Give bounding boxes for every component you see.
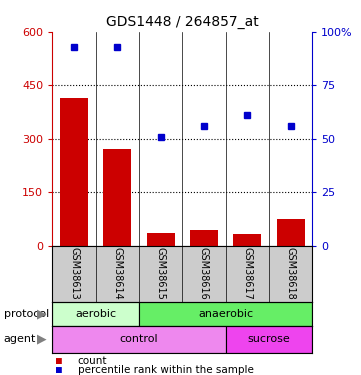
Text: GSM38616: GSM38616: [199, 248, 209, 300]
Text: ▶: ▶: [37, 333, 46, 346]
Bar: [233, 234, 261, 246]
Text: protocol: protocol: [4, 309, 49, 319]
Bar: [277, 219, 305, 246]
Text: control: control: [120, 334, 158, 344]
Text: ■: ■: [56, 356, 62, 366]
Bar: [139, 302, 312, 326]
Bar: [226, 326, 312, 352]
Bar: [190, 230, 218, 246]
Bar: [147, 233, 175, 246]
Text: count: count: [78, 356, 107, 366]
Bar: [52, 326, 226, 352]
Text: agent: agent: [4, 334, 36, 344]
Text: anaerobic: anaerobic: [198, 309, 253, 319]
Text: GSM38614: GSM38614: [112, 248, 122, 300]
Text: GSM38615: GSM38615: [156, 248, 166, 300]
Title: GDS1448 / 264857_at: GDS1448 / 264857_at: [106, 15, 259, 30]
Text: GSM38618: GSM38618: [286, 248, 296, 300]
Text: ■: ■: [56, 365, 62, 375]
Text: GSM38617: GSM38617: [242, 248, 252, 300]
Text: sucrose: sucrose: [248, 334, 290, 344]
Bar: [52, 302, 139, 326]
Text: GSM38613: GSM38613: [69, 248, 79, 300]
Text: ▶: ▶: [37, 308, 46, 321]
Bar: [103, 149, 131, 246]
Text: aerobic: aerobic: [75, 309, 116, 319]
Bar: [60, 98, 88, 246]
Text: percentile rank within the sample: percentile rank within the sample: [78, 365, 253, 375]
